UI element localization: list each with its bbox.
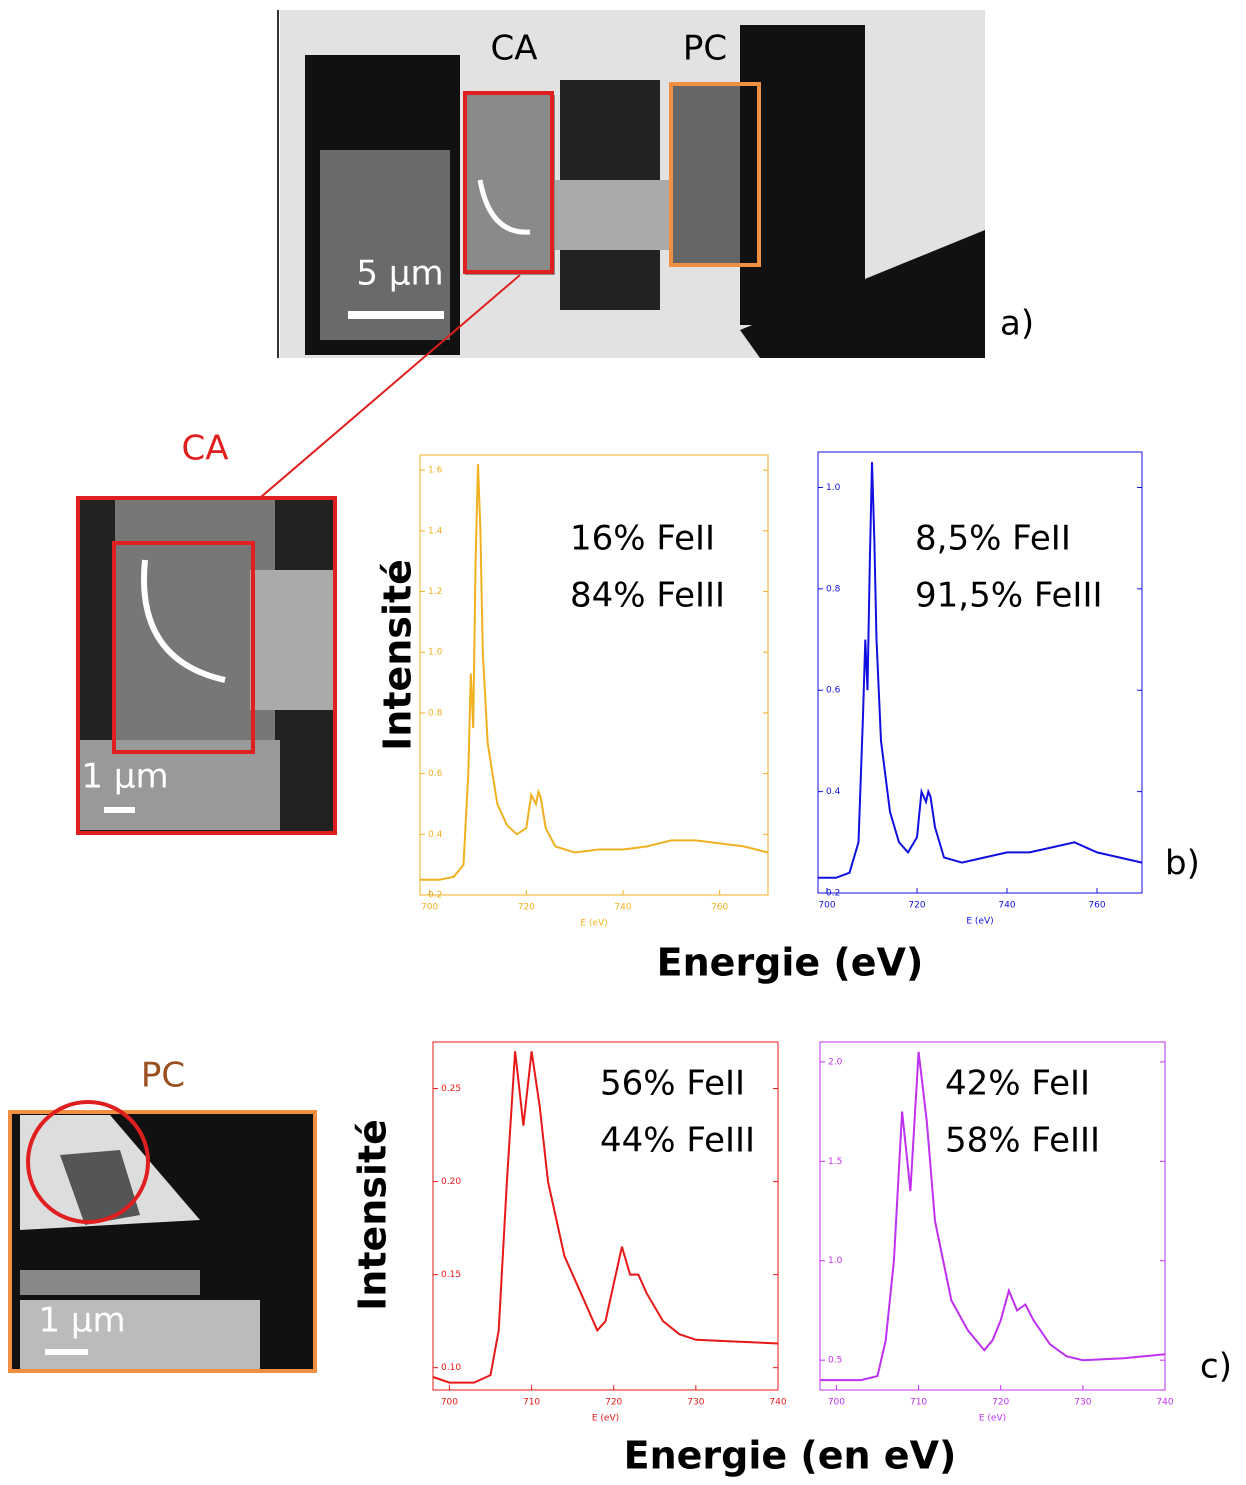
annotation: 91,5% FeIII [915, 576, 1103, 616]
annotation: 8,5% FeII [915, 519, 1071, 559]
y-tick-label: 1.6 [428, 466, 443, 476]
annotation: 42% FeII [945, 1064, 1090, 1104]
spectrum-line [820, 1051, 1166, 1382]
y-tick-label: 1.5 [828, 1157, 842, 1167]
x-tick-label: 740 [1156, 1398, 1173, 1408]
panel-label: a) [1000, 304, 1034, 344]
x-tick-label: 710 [523, 1398, 540, 1408]
inset-pc [8, 1100, 317, 1373]
panel-label: c) [1200, 1347, 1232, 1387]
scale-label: 5 µm [356, 254, 443, 294]
y-tick-label: 0.6 [428, 769, 443, 779]
plot-frame [819, 1041, 1166, 1391]
y-tick-label: 1.0 [428, 648, 443, 658]
x-axis-label: E (eV) [592, 1414, 619, 1424]
annotation: 58% FeIII [945, 1121, 1100, 1161]
plot-frame [817, 451, 1143, 894]
x-tick-label: 720 [992, 1398, 1009, 1408]
micrograph-a [277, 10, 985, 358]
y-tick-label: 0.20 [441, 1177, 461, 1187]
x-axis-label: E (eV) [979, 1414, 1006, 1424]
y-tick-label: 0.25 [441, 1084, 461, 1094]
plot-frame [432, 1041, 779, 1391]
x-tick-label: 710 [910, 1398, 927, 1408]
arrow [239, 274, 521, 516]
y-axis-title: Intensité [376, 559, 420, 751]
spectrum-line [432, 1051, 779, 1384]
x-tick-label: 700 [828, 1398, 845, 1408]
y-tick-label: 1.2 [428, 587, 442, 597]
x-tick-label: 760 [1088, 901, 1105, 911]
x-tick-label: 700 [818, 901, 835, 911]
y-tick-label: 0.2 [826, 889, 840, 899]
x-axis-title: Energie (en eV) [624, 1434, 957, 1478]
panel-label: b) [1165, 844, 1200, 884]
y-tick-label: 0.6 [826, 686, 841, 696]
scale-label: 1 µm [38, 1301, 125, 1341]
annotation: 16% FeII [570, 519, 715, 559]
y-tick-label: 1.0 [828, 1256, 843, 1266]
x-axis-label: E (eV) [580, 919, 607, 929]
y-tick-label: 0.8 [826, 584, 841, 594]
x-tick-label: 730 [687, 1398, 704, 1408]
y-tick-label: 1.0 [826, 483, 841, 493]
x-tick-label: 700 [441, 1398, 458, 1408]
x-tick-label: 730 [1074, 1398, 1091, 1408]
x-tick-label: 740 [769, 1398, 786, 1408]
x-tick-label: 700 [421, 903, 438, 913]
y-tick-label: 2.0 [828, 1057, 843, 1067]
x-tick-label: 740 [998, 901, 1015, 911]
annotation: 56% FeII [600, 1064, 745, 1104]
y-tick-label: 0.4 [826, 787, 841, 797]
y-tick-label: 0.8 [428, 708, 443, 718]
annotation: 84% FeIII [570, 576, 725, 616]
x-axis-title: Energie (eV) [657, 941, 924, 985]
inset-ca [76, 496, 337, 835]
x-tick-label: 720 [518, 903, 535, 913]
y-tick-label: 1.4 [428, 526, 443, 536]
spectrum-line [420, 464, 769, 881]
y-tick-label: 0.2 [428, 891, 442, 901]
inset-title: CA [182, 429, 229, 469]
x-tick-label: 720 [605, 1398, 622, 1408]
x-tick-label: 760 [711, 903, 728, 913]
x-tick-label: 740 [614, 903, 631, 913]
label-ca: CA [491, 29, 538, 69]
annotation: 44% FeIII [600, 1121, 755, 1161]
scale-label: 1 µm [81, 757, 168, 797]
x-axis-label: E (eV) [966, 917, 993, 927]
y-tick-label: 0.4 [428, 830, 443, 840]
spectrum-line [818, 462, 1143, 879]
y-tick-label: 0.15 [441, 1270, 461, 1280]
y-axis-title: Intensité [351, 1119, 395, 1311]
y-tick-label: 0.5 [828, 1356, 842, 1366]
plot-frame [419, 454, 769, 896]
x-tick-label: 720 [908, 901, 925, 911]
y-tick-label: 0.10 [441, 1363, 461, 1373]
label-pc: PC [683, 29, 727, 69]
inset-title: PC [141, 1056, 185, 1096]
